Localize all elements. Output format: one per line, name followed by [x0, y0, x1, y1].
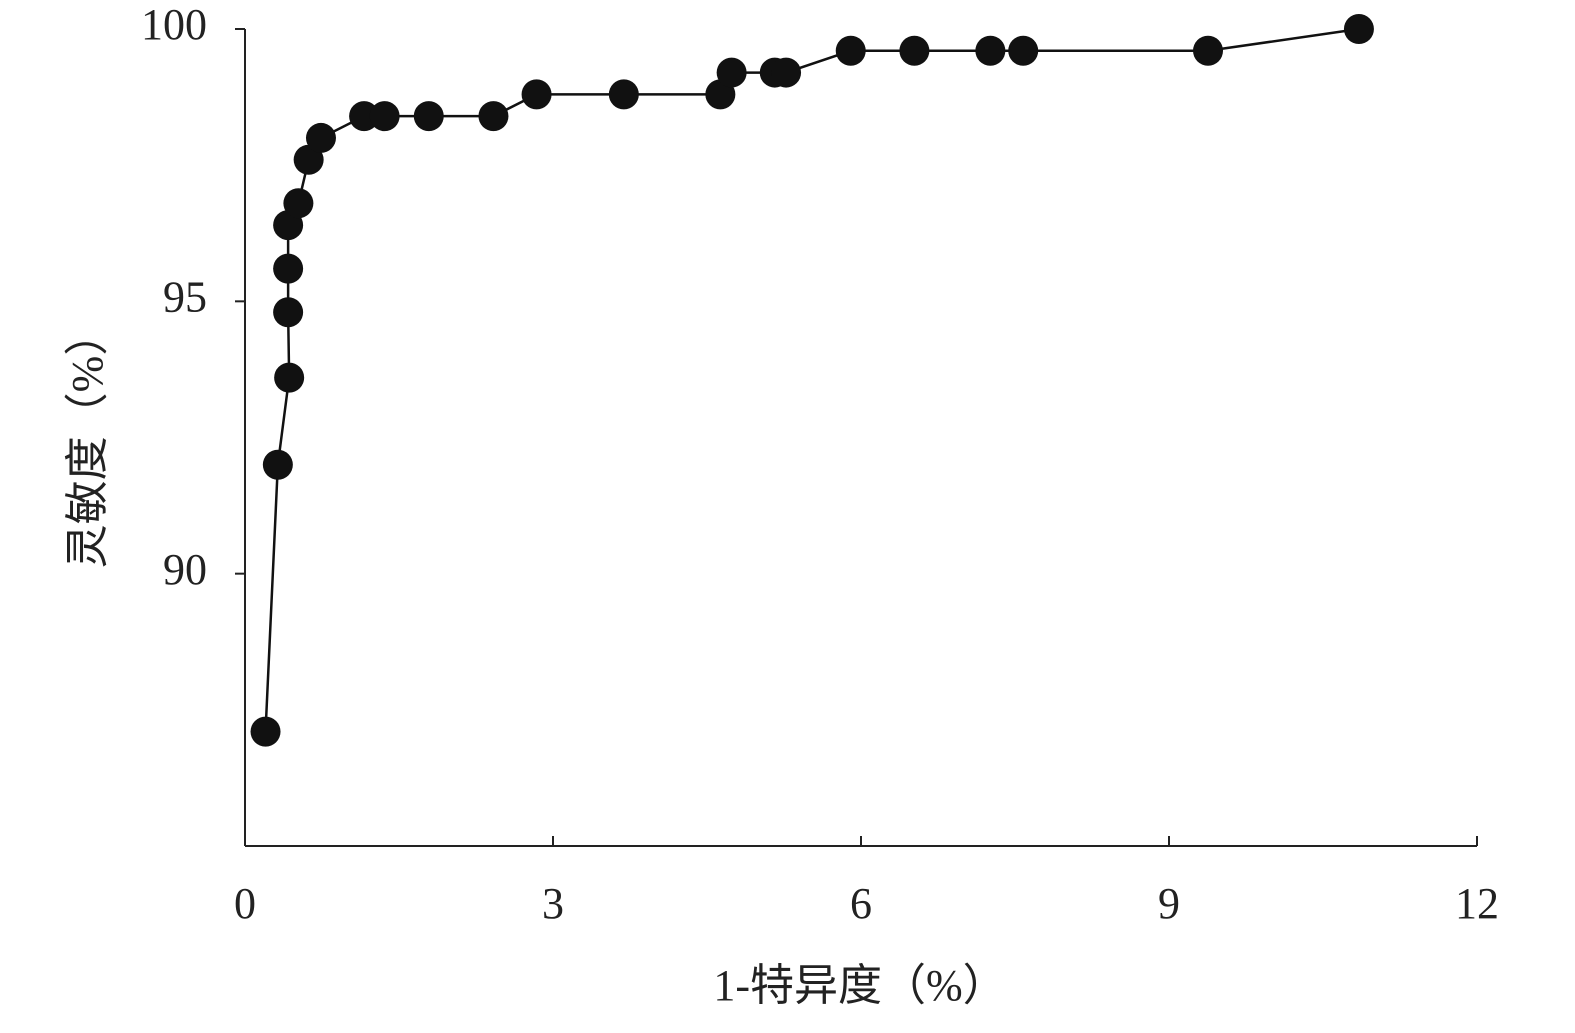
- y-axis-label: 灵敏度（%）: [63, 312, 112, 569]
- data-point: [975, 35, 1006, 66]
- data-point: [274, 362, 305, 393]
- data-point: [369, 101, 400, 132]
- data-line: [264, 27, 1360, 732]
- data-point: [283, 188, 314, 219]
- data-point: [293, 144, 324, 175]
- data-point: [521, 79, 552, 110]
- y-tick-label: 95: [163, 272, 207, 321]
- data-point: [771, 57, 802, 88]
- x-tick-label: 9: [1158, 879, 1180, 928]
- data-point: [716, 57, 747, 88]
- data-point: [1193, 35, 1224, 66]
- y-tick-label: 100: [141, 0, 207, 49]
- data-point: [262, 449, 293, 480]
- data-point: [273, 297, 304, 328]
- data-point: [478, 101, 509, 132]
- x-tick-label: 0: [234, 879, 256, 928]
- data-point: [899, 35, 930, 66]
- data-point: [608, 79, 639, 110]
- data-point: [250, 716, 281, 747]
- x-tick-label: 6: [850, 879, 872, 928]
- x-tick-label: 3: [542, 879, 564, 928]
- y-tick-label: 90: [163, 545, 207, 594]
- data-point: [273, 253, 304, 284]
- data-point: [1343, 14, 1374, 44]
- x-axis-label: 1-特异度（%）: [713, 961, 1006, 1010]
- data-point: [413, 101, 444, 132]
- data-point: [835, 35, 866, 66]
- x-tick-label: 12: [1455, 879, 1499, 928]
- data-point: [1008, 35, 1039, 66]
- data-point: [349, 101, 380, 132]
- data-point: [305, 122, 336, 153]
